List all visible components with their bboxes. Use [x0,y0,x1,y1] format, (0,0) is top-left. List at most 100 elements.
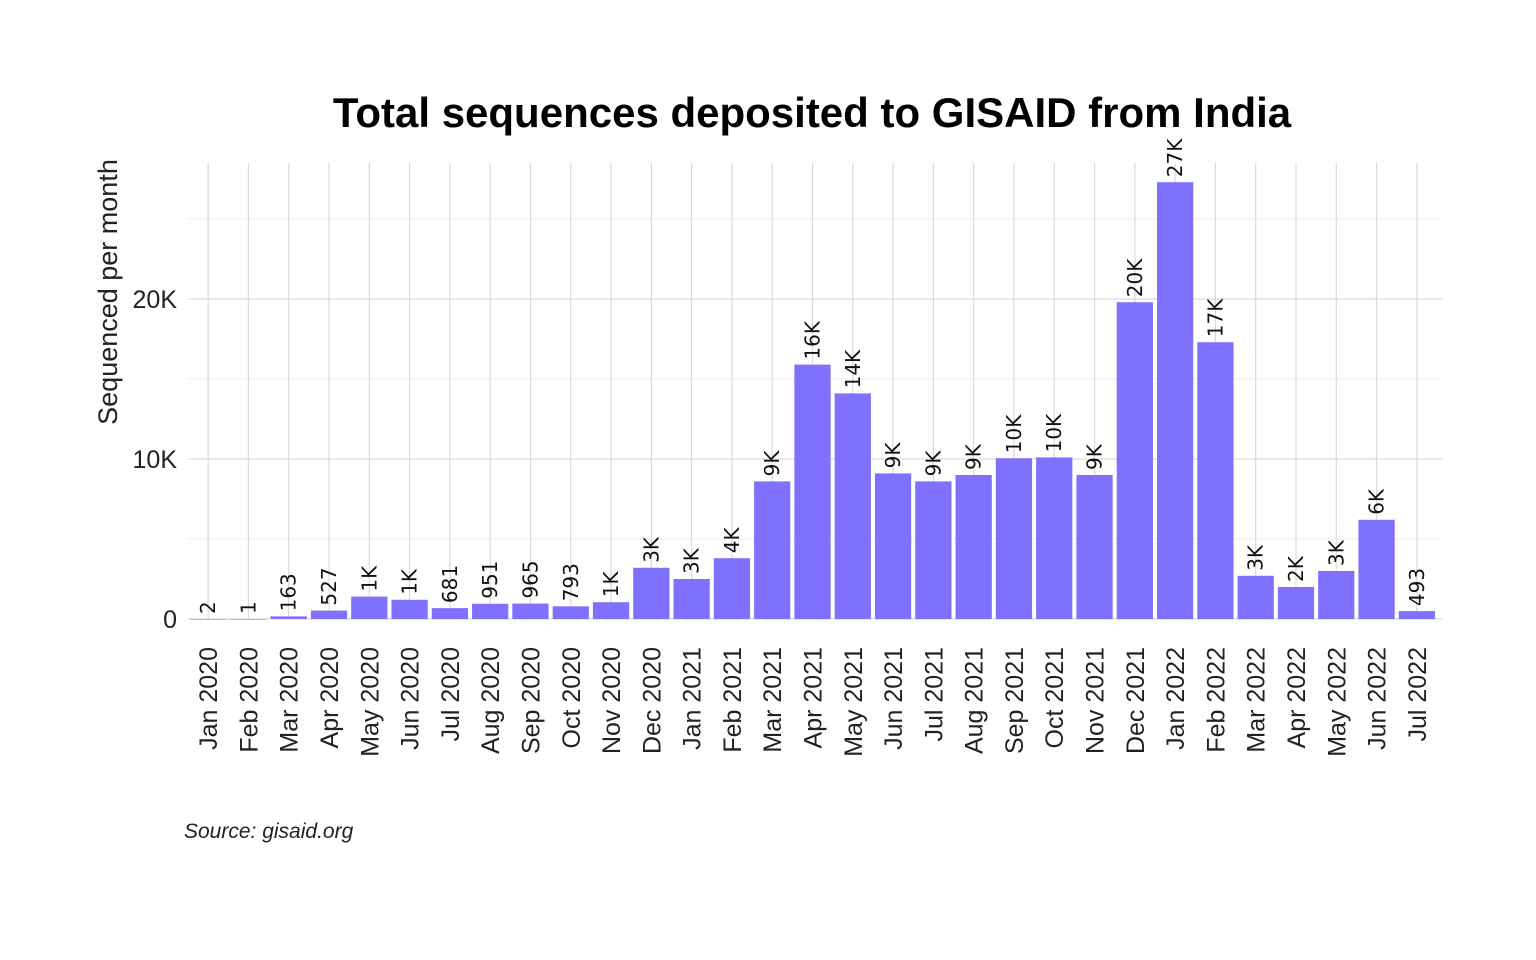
bar [1237,575,1274,619]
data-label: 1 [236,601,260,614]
bar [230,618,267,620]
bar [673,579,710,619]
bar [874,473,912,619]
bar [512,603,549,619]
data-label: 10K [1042,413,1066,452]
bar [190,618,227,620]
data-labels: 2 1 163 527 1K 1K 681 951 965 793 1K 3K 3K 4K 9K 16K 14K… [196,138,1429,614]
bar [1398,611,1435,619]
bar [915,481,952,619]
bar [633,567,670,619]
data-label: 3K [639,536,663,563]
data-label: 3K [680,547,704,574]
bar [995,458,1033,619]
x-tick-label: Jan 2020 [195,647,223,750]
x-tick-label: Jun 2020 [397,647,425,750]
x-tick-label: Feb 2022 [1202,647,1230,753]
y-axis-ticks: 0 10K 20K [133,286,178,634]
data-label: 1K [398,568,422,595]
data-label: 163 [277,573,301,611]
bar [1116,302,1153,619]
x-tick-label: Jun 2021 [880,647,908,750]
bar [794,364,831,619]
x-tick-label: Apr 2022 [1283,647,1311,748]
bar [754,481,791,619]
x-tick-label: May 2022 [1323,647,1351,757]
bar [1156,182,1194,619]
x-tick-label: Feb 2021 [719,647,747,753]
x-tick-label: Jul 2022 [1404,647,1432,742]
x-tick-label: Aug 2020 [477,647,505,754]
chart-title: Total sequences deposited to GISAID from… [333,89,1292,136]
data-label: 3K [1324,539,1348,566]
data-label: 951 [478,561,502,599]
bars [190,182,1435,620]
data-label: 6K [1365,488,1389,515]
data-label: 681 [438,565,462,603]
x-tick-label: May 2020 [356,647,384,757]
data-label: 10K [1002,414,1026,453]
data-label: 16K [801,320,825,359]
bar [713,558,751,619]
x-tick-label: Jan 2021 [679,647,707,750]
bar [1358,519,1395,619]
bar [552,606,589,619]
bar [472,603,509,619]
x-tick-label: Jan 2022 [1162,647,1190,750]
data-label: 9K [1083,443,1107,470]
data-label: 2 [196,601,220,614]
y-axis-label: Sequenced per month [93,159,123,425]
x-tick-label: Nov 2020 [598,647,626,754]
data-label: 17K [1203,298,1227,337]
bar [955,475,992,619]
bar [1036,457,1073,619]
bar [1076,475,1113,619]
data-label: 2K [1284,555,1308,582]
data-label: 20K [1123,258,1147,297]
data-label: 3K [1244,544,1268,571]
bar [1277,587,1315,619]
bar [431,608,469,619]
x-tick-label: Jun 2022 [1364,647,1392,750]
x-tick-label: Jul 2020 [437,647,465,742]
bar [310,610,348,619]
data-label: 493 [1405,568,1429,606]
data-label: 793 [559,563,583,601]
x-tick-label: Nov 2021 [1082,647,1110,754]
x-tick-label: Feb 2020 [235,647,263,753]
x-tick-label: Dec 2020 [638,647,666,754]
x-tick-label: Apr 2021 [800,647,828,748]
data-label: 9K [881,442,905,469]
y-tick-label: 10K [133,446,178,474]
bar [592,602,630,619]
bar [391,599,428,619]
data-label: 9K [921,450,945,477]
x-tick-label: Sep 2020 [517,647,545,754]
x-tick-label: Sep 2021 [1001,647,1029,754]
x-tick-label: Oct 2020 [558,647,586,748]
x-tick-label: Aug 2021 [961,647,989,754]
x-tick-label: Dec 2021 [1122,647,1150,754]
data-label: 1K [357,565,381,592]
data-label: 965 [518,560,542,598]
x-tick-label: Apr 2020 [316,647,344,748]
x-tick-label: Mar 2020 [276,647,304,753]
data-label: 27K [1163,138,1187,177]
x-tick-label: Oct 2021 [1041,647,1069,748]
data-label: 527 [317,567,341,605]
bar [270,616,307,619]
bar [351,596,388,619]
data-label: 1K [599,570,623,597]
x-tick-label: May 2021 [840,647,868,757]
data-label: 9K [962,443,986,470]
data-label: 4K [720,526,744,553]
x-tick-label: Mar 2022 [1243,647,1271,753]
y-tick-label: 20K [133,286,178,314]
data-label: 9K [760,450,784,477]
y-tick-label: 0 [163,606,177,634]
bar [1197,342,1234,619]
source-note: Source: gisaid.org [184,820,354,843]
x-tick-label: Jul 2021 [920,647,948,742]
bar [1318,571,1355,619]
